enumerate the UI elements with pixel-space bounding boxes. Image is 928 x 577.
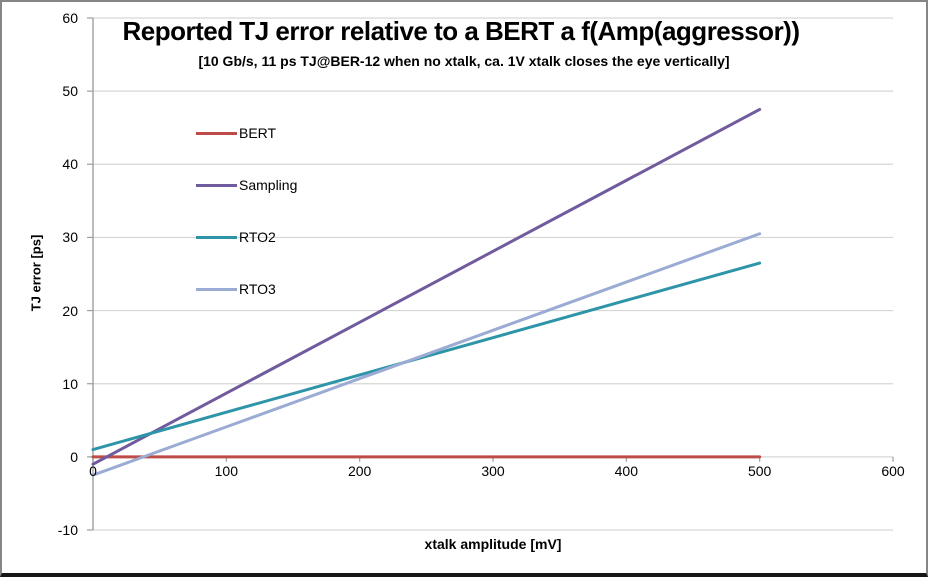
chart-title: Reported TJ error relative to a BERT a f…: [122, 16, 800, 46]
x-tick-label: 600: [881, 463, 905, 479]
y-tick-label: 20: [62, 302, 78, 319]
legend-line-swatch: [196, 235, 237, 239]
legend: BERT Sampling RTO2 RTO3: [196, 107, 297, 315]
x-tick-label: 400: [614, 463, 638, 479]
x-tick-label: 200: [347, 463, 372, 479]
y-tick-label: 30: [62, 229, 78, 246]
legend-line-swatch: [196, 287, 237, 291]
legend-label: RTO3: [239, 281, 276, 297]
y-tick-label: -10: [57, 522, 78, 538]
x-tick-label: 0: [89, 463, 97, 479]
legend-item-sampling: Sampling: [196, 159, 297, 211]
series-line-sampling: [91, 107, 762, 466]
y-axis-title: TJ error [ps]: [28, 234, 44, 312]
legend-item-rto2: RTO2: [196, 211, 297, 263]
y-tick-label: 50: [62, 83, 78, 100]
series-line-rto3: [91, 232, 762, 477]
x-tick-label: 100: [214, 463, 238, 479]
legend-line-swatch: [196, 131, 237, 135]
x-axis-title: xtalk amplitude [mV]: [424, 536, 562, 552]
legend-item-bert: BERT: [196, 107, 297, 159]
legend-label: BERT: [239, 125, 277, 141]
legend-label: RTO2: [239, 229, 276, 245]
x-tick-label: 500: [747, 463, 772, 479]
legend-label: Sampling: [239, 177, 298, 193]
legend-line-swatch: [196, 183, 237, 187]
legend-item-rto3: RTO3: [196, 263, 297, 315]
y-tick-label: 40: [62, 156, 78, 173]
y-tick-label: 10: [62, 375, 78, 392]
chart-subtitle: [10 Gb/s, 11 ps TJ@BER-12 when no xtalk,…: [198, 53, 730, 69]
y-tick-label: 60: [62, 10, 78, 26]
y-tick-label: 0: [70, 448, 78, 465]
series-line-rto2: [91, 261, 762, 452]
x-tick-label: 300: [481, 463, 505, 479]
